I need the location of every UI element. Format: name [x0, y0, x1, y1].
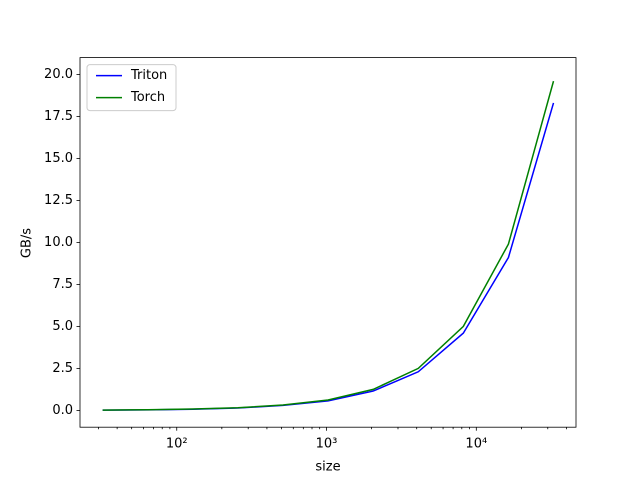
y-axis-label: GB/s [20, 228, 35, 258]
y-tick-label: 10.0 [44, 235, 73, 250]
y-tick-label: 15.0 [44, 151, 73, 166]
x-tick-label: 10⁴ [465, 437, 487, 452]
y-tick-label: 17.5 [44, 109, 73, 124]
x-axis-label: size [315, 460, 340, 475]
legend-label: Torch [130, 90, 165, 105]
y-tick-label: 2.5 [52, 361, 73, 376]
y-tick-label: 0.0 [52, 403, 73, 418]
x-tick-label: 10² [166, 437, 188, 452]
y-tick-label: 20.0 [44, 67, 73, 82]
y-tick-label: 7.5 [52, 277, 73, 292]
x-tick-label: 10³ [316, 437, 338, 452]
legend-label: Triton [130, 68, 167, 83]
plot-frame [79, 57, 577, 428]
y-tick-label: 12.5 [44, 193, 73, 208]
line-series [102, 80, 555, 411]
y-tick-label: 5.0 [52, 319, 73, 334]
line-series [102, 102, 555, 411]
